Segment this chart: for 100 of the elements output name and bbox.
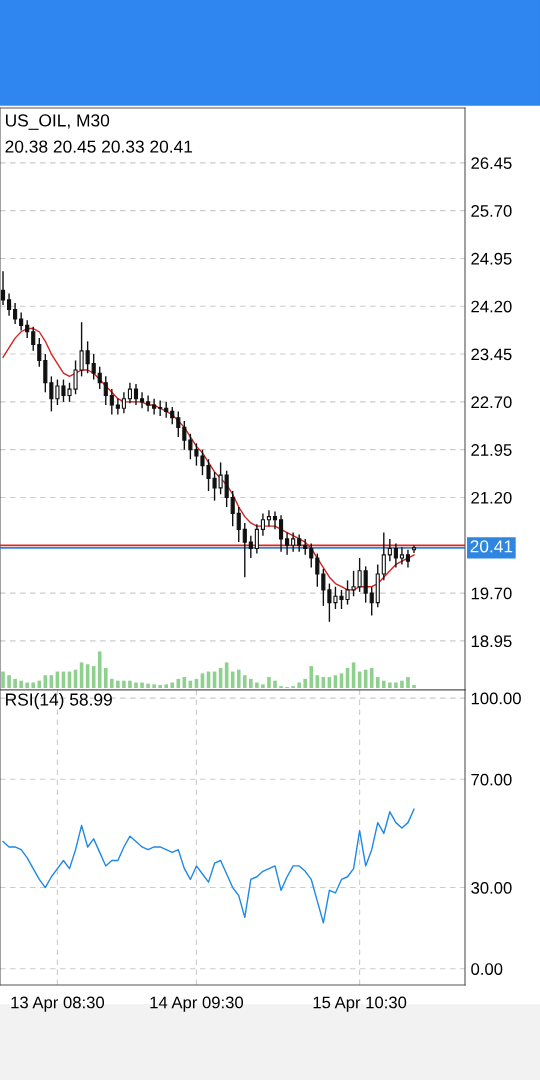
bar — [103, 667, 108, 688]
candlestick — [146, 394, 151, 413]
x-tick-label: 13 Apr 08:30 — [11, 996, 105, 1012]
candlestick — [13, 302, 18, 325]
candlestick — [158, 399, 163, 417]
candlestick — [7, 292, 12, 317]
candlestick — [152, 397, 157, 416]
candlestick — [115, 397, 120, 416]
bar — [158, 685, 162, 688]
chart-title: RSI(14) 58.99 — [6, 692, 112, 710]
bar — [267, 677, 271, 688]
bar — [7, 675, 11, 688]
bar — [31, 682, 36, 688]
candlestick — [254, 523, 259, 555]
x-tick-label: 15 Apr 10:30 — [313, 996, 407, 1012]
candlestick — [363, 565, 368, 604]
candlestick — [91, 353, 96, 381]
bar — [297, 682, 301, 688]
y-tick-label: 19.70 — [471, 587, 512, 600]
candlestick — [109, 388, 114, 416]
candlestick — [260, 512, 265, 537]
candlestick — [176, 410, 181, 438]
y-tick-label: 0.00 — [471, 963, 503, 975]
y-tick-label: 21.95 — [471, 444, 512, 456]
candlestick — [387, 538, 392, 562]
candlestick — [248, 535, 253, 559]
candlestick — [133, 383, 139, 406]
bar — [381, 680, 386, 688]
bar — [110, 678, 114, 688]
bar — [170, 682, 175, 688]
y-tick-label: 30.00 — [471, 881, 512, 894]
candlestick — [103, 375, 108, 406]
candlestick — [43, 353, 48, 394]
candlestick — [37, 337, 42, 368]
candlestick — [230, 490, 235, 527]
bar — [37, 680, 42, 688]
bar — [97, 651, 102, 688]
bar — [230, 671, 235, 688]
bar — [140, 682, 144, 688]
bar — [369, 667, 374, 688]
candlestick — [369, 586, 374, 617]
candlestick — [278, 514, 284, 553]
x-tick-label: 14 Apr 09:30 — [150, 996, 244, 1012]
candlestick — [236, 506, 241, 543]
bar — [236, 669, 241, 688]
ref-line-label: 20.41 — [470, 540, 513, 553]
candlestick — [127, 382, 133, 404]
bar — [116, 680, 120, 688]
y-tick-label: 18.95 — [471, 635, 512, 648]
text: 20.38 20.45 20.33 20.41 — [5, 140, 193, 153]
candlestick — [121, 391, 126, 415]
candlestick — [97, 366, 102, 390]
bar — [309, 666, 314, 688]
candlestick — [381, 531, 386, 582]
bar — [394, 682, 398, 688]
bar — [375, 677, 380, 688]
candlestick — [139, 391, 145, 409]
candlestick — [309, 542, 314, 569]
candlestick — [272, 510, 278, 531]
y-tick-label: 26.45 — [471, 157, 512, 170]
candlestick — [291, 531, 296, 553]
bar — [176, 678, 181, 688]
y-tick-label: 25.70 — [471, 205, 512, 217]
candlestick — [399, 546, 404, 566]
bar — [1, 671, 5, 688]
candlestick — [315, 552, 320, 588]
candlestick — [411, 544, 417, 554]
y-tick-label: 24.95 — [471, 252, 512, 265]
bar — [242, 675, 247, 688]
candlestick — [31, 325, 36, 352]
bar — [303, 678, 308, 688]
bar — [134, 682, 138, 688]
candlestick — [393, 542, 398, 569]
bar — [128, 680, 132, 688]
line-series — [2, 808, 415, 924]
bar — [400, 680, 404, 688]
bar — [13, 678, 17, 688]
candlestick — [242, 522, 247, 578]
candlestick — [285, 531, 290, 556]
bar — [273, 680, 277, 688]
bar — [122, 680, 126, 688]
y-tick-label: 21.20 — [471, 491, 512, 504]
y-tick-label: 70.00 — [471, 773, 512, 786]
candlestick — [266, 509, 272, 527]
bar — [249, 678, 253, 688]
chart-title: US_OIL, M30 — [5, 114, 110, 130]
bar — [406, 677, 410, 688]
bar — [412, 685, 416, 688]
bar — [19, 680, 23, 688]
bar — [388, 682, 392, 688]
y-tick-label: 22.70 — [471, 396, 512, 409]
bar — [261, 684, 265, 688]
bar — [146, 683, 150, 688]
candlestick — [0, 270, 6, 306]
bar — [152, 684, 156, 688]
bar — [25, 682, 30, 688]
y-tick-label: 100.00 — [471, 692, 521, 705]
bar — [255, 682, 259, 688]
bar — [164, 684, 169, 688]
y-tick-label: 24.20 — [471, 300, 512, 313]
